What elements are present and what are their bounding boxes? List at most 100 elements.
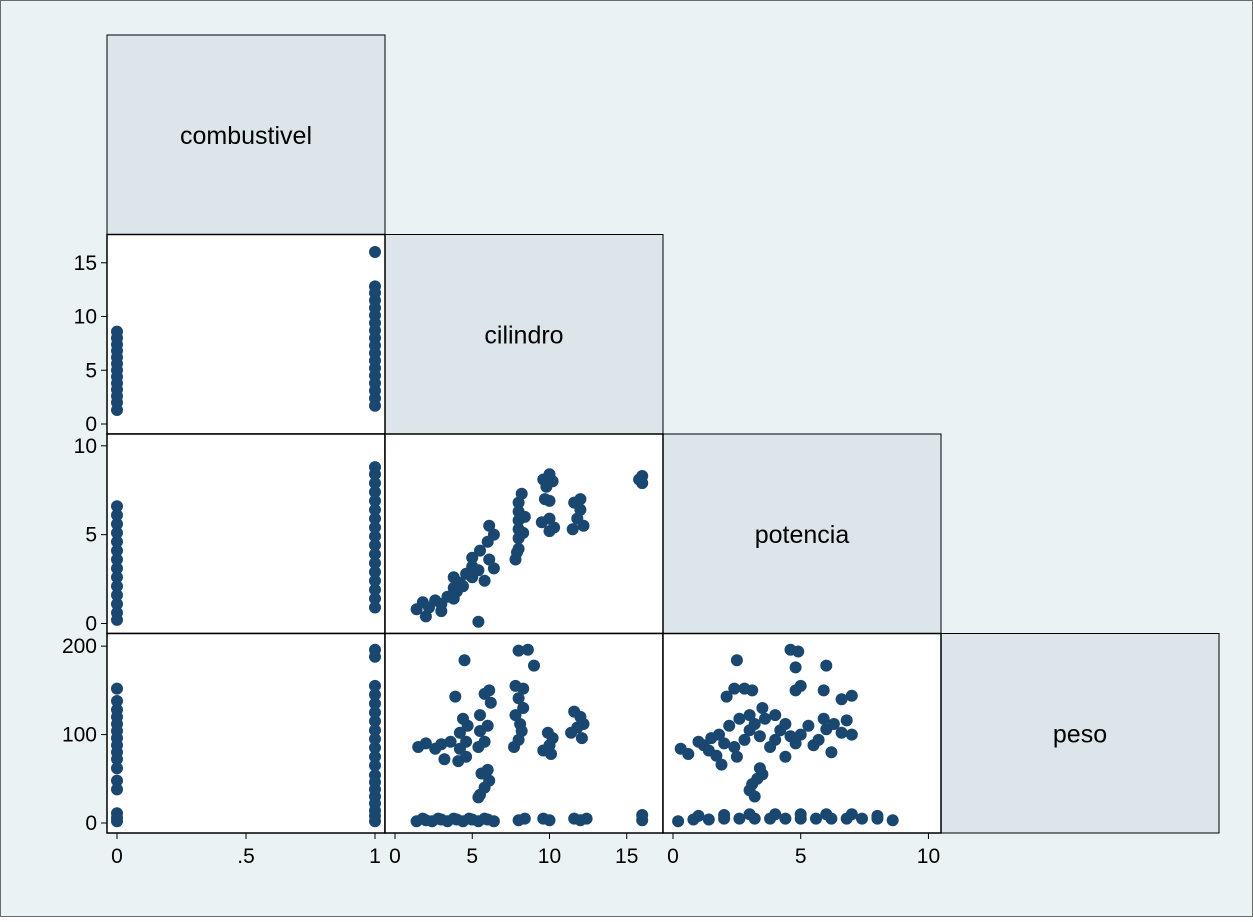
- data-point: [369, 574, 381, 587]
- data-point: [743, 808, 756, 821]
- data-point: [369, 688, 381, 701]
- diagonal-cell-potencia: [662, 433, 942, 634]
- data-point: [886, 814, 899, 827]
- data-point: [825, 746, 838, 759]
- data-point: [449, 690, 462, 703]
- data-point: [545, 748, 557, 760]
- data-point: [568, 812, 581, 825]
- data-point: [743, 709, 756, 722]
- x-axis-cilindro: 0 5 10 15: [389, 833, 638, 868]
- data-point: [369, 741, 381, 754]
- data-point: [457, 580, 469, 593]
- data-point: [453, 726, 466, 739]
- data-point: [369, 530, 381, 543]
- x-axis-potencia: 0 5 10: [667, 833, 940, 868]
- data-point: [111, 509, 123, 522]
- data-point: [835, 726, 848, 739]
- variable-label-peso: peso: [1053, 720, 1107, 748]
- data-point: [369, 706, 381, 719]
- data-point: [827, 718, 840, 730]
- data-point: [748, 790, 761, 803]
- data-point: [369, 750, 381, 763]
- data-point: [369, 486, 381, 498]
- data-point: [111, 682, 123, 695]
- data-point: [435, 738, 448, 751]
- data-point: [728, 682, 741, 695]
- y-axis-cilindro: 0 5 10 15: [74, 252, 107, 436]
- data-point: [472, 564, 485, 577]
- data-point: [369, 759, 381, 772]
- data-point: [512, 692, 525, 705]
- data-point: [871, 809, 884, 822]
- y-tick-label: 10: [74, 435, 97, 458]
- data-point: [718, 737, 731, 750]
- y-tick-label: 200: [62, 635, 97, 658]
- data-point: [779, 750, 792, 763]
- data-point: [779, 812, 792, 825]
- data-point: [756, 702, 769, 714]
- data-point: [817, 684, 830, 697]
- data-point: [483, 519, 496, 532]
- data-point: [369, 521, 381, 534]
- data-point: [723, 719, 736, 732]
- data-point: [753, 730, 766, 743]
- data-point: [845, 808, 858, 821]
- data-point: [438, 753, 451, 766]
- data-point: [812, 733, 825, 746]
- data-point: [515, 487, 528, 500]
- data-point: [474, 709, 486, 722]
- data-point: [369, 246, 381, 258]
- data-point: [369, 715, 381, 728]
- data-point: [728, 741, 741, 753]
- data-point: [369, 592, 381, 605]
- data-point: [548, 521, 561, 534]
- data-point: [369, 477, 381, 490]
- data-point: [718, 809, 731, 821]
- data-point: [435, 605, 448, 618]
- panel-peso-vs-cilindro: [384, 632, 664, 834]
- data-point: [543, 512, 556, 525]
- data-point: [543, 494, 556, 507]
- data-point: [511, 546, 523, 559]
- data-point: [509, 709, 522, 722]
- data-point: [483, 684, 496, 697]
- diagonal-cell-combustivel: [106, 34, 386, 235]
- y-tick-label: 5: [85, 359, 97, 382]
- data-point: [820, 659, 833, 672]
- data-point: [111, 762, 123, 775]
- data-point: [518, 812, 531, 825]
- x-tick-label: 0: [667, 845, 679, 868]
- data-point: [856, 812, 868, 825]
- data-point: [810, 812, 822, 825]
- data-point: [517, 702, 530, 714]
- data-point: [720, 690, 733, 703]
- data-point: [487, 528, 500, 541]
- data-point: [481, 719, 494, 732]
- data-point: [369, 724, 381, 737]
- data-point: [478, 812, 491, 825]
- data-point: [633, 473, 646, 486]
- x-axis-combustivel: 0.5 1: [111, 833, 381, 868]
- data-point: [702, 813, 715, 826]
- data-point: [111, 783, 123, 796]
- y-axis-peso: 0 100 200: [62, 635, 107, 835]
- data-point: [369, 679, 381, 692]
- data-point: [845, 689, 858, 702]
- panel-peso-vs-combustivel: [106, 632, 386, 834]
- y-axis-potencia: 0 5 10: [74, 435, 107, 636]
- data-point: [111, 500, 123, 513]
- data-point: [636, 809, 649, 821]
- data-point: [111, 695, 123, 707]
- data-point: [369, 494, 381, 507]
- data-point: [692, 809, 705, 822]
- data-point: [111, 526, 123, 539]
- y-tick-label: 10: [74, 306, 97, 329]
- x-tick-label: .5: [237, 845, 255, 868]
- data-point: [369, 548, 381, 561]
- data-point: [111, 807, 123, 820]
- data-point: [432, 812, 445, 825]
- data-point: [845, 728, 858, 741]
- x-tick-label: 0: [389, 845, 401, 868]
- data-point: [730, 750, 743, 763]
- diagonal-cell-cilindro: [384, 234, 664, 435]
